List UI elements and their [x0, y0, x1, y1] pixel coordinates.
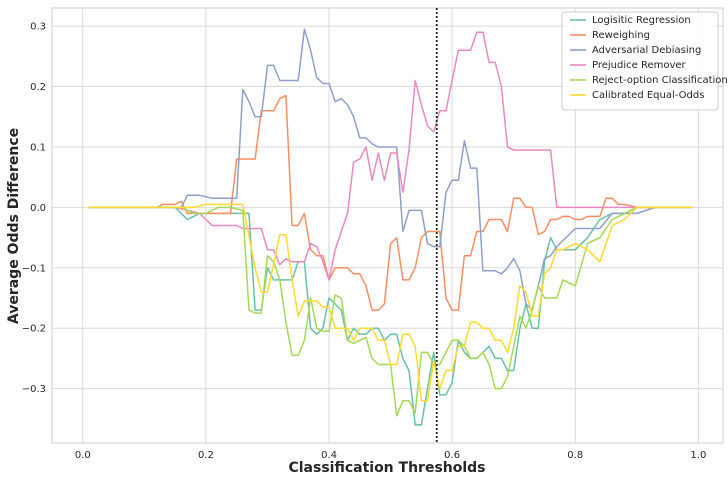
- legend: Logisitic Regression Reweighing Adversaria…: [561, 11, 728, 111]
- y-tick-label: −0.3: [22, 384, 46, 395]
- y-tick-label: 0.3: [30, 22, 46, 33]
- x-tick-label: 0.2: [198, 450, 214, 461]
- x-tick-label: 0.8: [567, 450, 583, 461]
- y-axis-title: Average Odds Difference: [6, 128, 22, 324]
- legend-entry-label: Reweighing: [592, 30, 650, 41]
- series-lines: [88, 28, 693, 426]
- legend-frame: [561, 11, 719, 111]
- series-line: [88, 206, 693, 417]
- y-tick-labels: −0.3 −0.2 −0.1 0.0 0.1 0.2 0.3: [22, 22, 46, 396]
- series-line: [88, 28, 693, 311]
- x-tick-labels: 0.0 0.2 0.4 0.6 0.8 1.0: [75, 450, 707, 461]
- y-tick-label: 0.0: [30, 203, 46, 214]
- legend-entry-label: Adversarial Debiasing: [592, 45, 701, 56]
- legend-entry-label: Prejudice Remover: [592, 60, 687, 71]
- legend-entry-label: Reject-option Classification: [592, 75, 728, 86]
- y-tick-label: −0.2: [22, 324, 46, 335]
- y-tick-label: 0.2: [30, 82, 46, 93]
- x-tick-label: 0.0: [75, 450, 91, 461]
- series-line: [88, 203, 693, 402]
- x-tick-label: 0.6: [444, 450, 460, 461]
- y-tick-label: 0.1: [30, 142, 46, 153]
- x-tick-label: 1.0: [690, 450, 706, 461]
- x-axis-title: Classification Thresholds: [288, 460, 485, 476]
- series-line: [88, 94, 693, 311]
- series-line: [88, 31, 693, 281]
- legend-entry-label: Logisitic Regression: [592, 15, 691, 26]
- y-tick-label: −0.1: [22, 263, 46, 274]
- legend-entry-label: Calibrated Equal-Odds: [592, 90, 704, 101]
- x-tick-label: 0.4: [321, 450, 337, 461]
